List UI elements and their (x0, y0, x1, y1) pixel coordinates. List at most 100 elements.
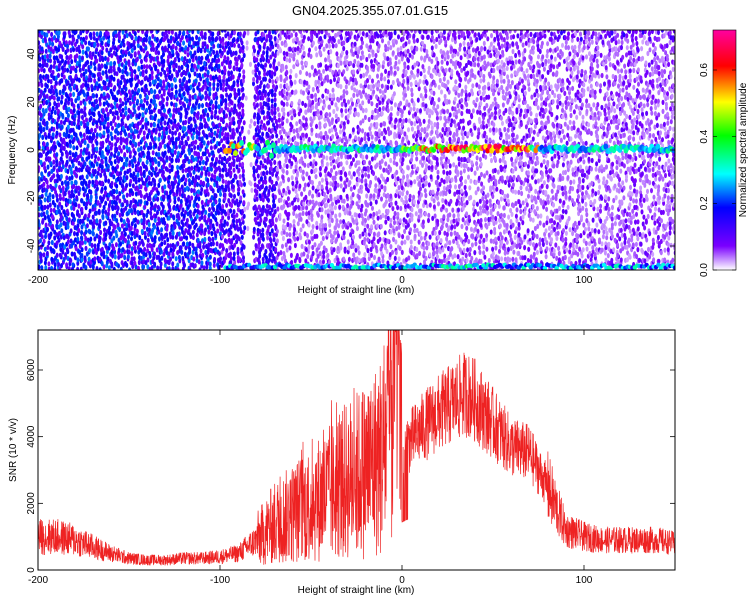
heatmap-cell (311, 180, 314, 186)
heatmap-cell (147, 128, 151, 134)
heatmap-cell (330, 127, 334, 133)
heatmap-cell (204, 209, 208, 215)
heatmap-cell (324, 57, 327, 63)
heatmap-cell (133, 51, 137, 57)
heatmap-cell (128, 100, 132, 106)
heatmap-cell (307, 244, 311, 250)
heatmap-cell (261, 64, 265, 70)
heatmap-cell (118, 30, 122, 33)
heatmap-cell (90, 242, 94, 248)
heatmap-cell (219, 191, 222, 197)
heatmap-cell (106, 121, 110, 127)
heatmap-cell (215, 50, 219, 56)
heatmap-cell (232, 184, 235, 190)
heatmap-cell (93, 41, 97, 47)
heatmap-cell (127, 51, 131, 57)
heatmap-cell (116, 222, 120, 228)
heatmap-cell (224, 98, 228, 104)
heatmap-cell (106, 111, 110, 117)
heatmap-cell (160, 227, 164, 233)
heatmap-cell (70, 189, 74, 195)
heatmap-cell (133, 150, 137, 156)
heatmap-cell (112, 266, 116, 270)
heatmap-cell (124, 100, 128, 106)
heatmap-cell (339, 84, 343, 90)
heatmap-cell (191, 36, 194, 42)
heatmap-cell (193, 263, 197, 269)
heatmap-cell (66, 168, 70, 174)
heatmap-cell (241, 243, 245, 249)
heatmap-cell (315, 220, 319, 226)
heatmap-cell (223, 55, 227, 61)
heatmap-cell (267, 97, 271, 103)
heatmap-cell (339, 175, 343, 181)
heatmap-cell (40, 33, 43, 40)
heatmap-cell (69, 238, 73, 244)
heatmap-cell (261, 54, 265, 61)
heatmap-cell (285, 34, 288, 40)
heatmap-cell (288, 202, 292, 208)
heatmap-cell (58, 193, 62, 199)
heatmap-cell (166, 242, 170, 249)
heatmap-cell (90, 127, 94, 133)
heatmap-cell (269, 161, 273, 167)
heatmap-cell (156, 123, 160, 129)
heatmap-cell (47, 44, 51, 50)
heatmap-cell (225, 202, 229, 208)
heatmap-cell (232, 209, 236, 215)
heatmap-cell (331, 35, 335, 42)
heatmap-cell (101, 209, 105, 215)
heatmap-cell (334, 170, 338, 177)
heatmap-cell (143, 204, 147, 210)
heatmap-cell (69, 75, 73, 81)
heatmap-cell (185, 110, 189, 116)
heatmap-cell (40, 204, 44, 210)
heatmap-cell (293, 227, 297, 233)
heatmap-cell (211, 36, 215, 42)
heatmap-cell (141, 30, 145, 35)
heatmap-cell (146, 237, 150, 243)
heatmap-cell (331, 234, 335, 240)
heatmap-cell (38, 62, 42, 68)
heatmap-cell (339, 245, 343, 251)
heatmap-cell (215, 241, 219, 247)
heatmap-cell (221, 243, 225, 249)
heatmap-cell (52, 165, 56, 171)
heatmap-cell (188, 209, 192, 215)
heatmap-cell (95, 174, 99, 180)
heatmap-cell (354, 111, 358, 117)
heatmap-cell (46, 164, 50, 170)
heatmap-cell (102, 124, 106, 130)
heatmap-cell (91, 231, 95, 237)
heatmap-cell (229, 92, 233, 98)
heatmap-cell (171, 266, 175, 270)
heatmap-cell (130, 68, 134, 74)
heatmap-cell (298, 98, 301, 104)
heatmap-cell (117, 247, 121, 253)
heatmap-cell (295, 193, 299, 199)
heatmap-cell (94, 210, 98, 216)
heatmap-cell (104, 220, 108, 226)
heatmap-cell (57, 237, 61, 243)
heatmap-cell (193, 105, 197, 111)
heatmap-cell (131, 138, 135, 144)
heatmap-cell (333, 76, 336, 83)
heatmap-cell (185, 141, 189, 147)
heatmap-cell (131, 183, 135, 189)
heatmap-cell (230, 202, 234, 209)
heatmap-cell (85, 117, 88, 123)
heatmap-cell (324, 209, 328, 215)
heatmap-cell (310, 213, 314, 219)
heatmap-cell (351, 229, 355, 235)
heatmap-cell (285, 155, 289, 161)
heatmap-cell (173, 199, 177, 205)
heatmap-cell (74, 246, 78, 252)
heatmap-cell (132, 171, 136, 177)
heatmap-cell (84, 245, 88, 251)
heatmap-cell (59, 214, 63, 220)
heatmap-cell (285, 118, 289, 124)
heatmap-cell (57, 102, 61, 108)
heatmap-cell (188, 36, 192, 42)
heatmap-cell (177, 231, 181, 237)
